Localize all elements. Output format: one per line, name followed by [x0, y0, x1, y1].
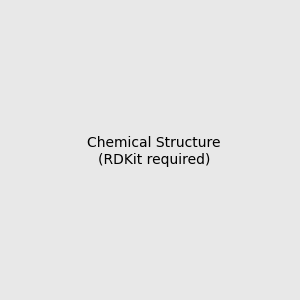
- Text: Chemical Structure
(RDKit required): Chemical Structure (RDKit required): [87, 136, 220, 166]
